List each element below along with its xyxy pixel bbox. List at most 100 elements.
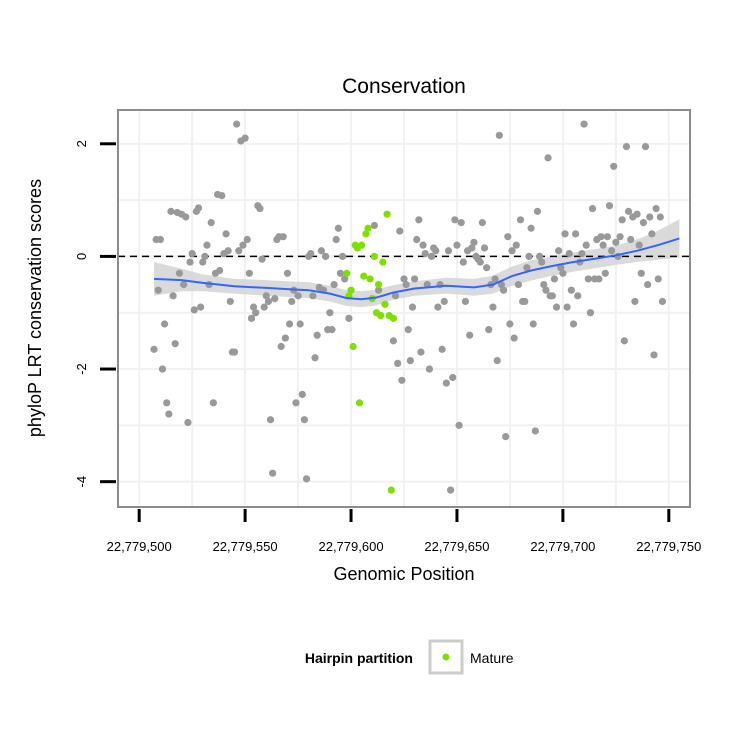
data-point — [544, 154, 552, 162]
data-point — [184, 418, 192, 427]
data-point — [226, 297, 234, 306]
data-point — [457, 219, 465, 227]
data-point — [493, 356, 501, 365]
data-point — [535, 252, 544, 261]
data-point — [269, 469, 277, 477]
x-tick-label: 22,779,650 — [424, 539, 489, 554]
data-point — [612, 238, 620, 246]
data-point — [415, 216, 423, 224]
data-point — [199, 258, 207, 266]
data-point — [425, 365, 434, 373]
data-point — [442, 379, 450, 387]
data-point — [197, 303, 205, 311]
data-point — [180, 280, 188, 289]
data-point — [150, 345, 158, 353]
data-point — [271, 295, 279, 303]
data-point-mature — [389, 314, 398, 322]
data-point — [582, 241, 590, 249]
data-point — [584, 275, 592, 283]
data-point — [345, 314, 353, 322]
data-point — [533, 207, 542, 215]
data-point — [413, 235, 421, 244]
data-point — [508, 247, 516, 255]
data-point — [468, 244, 476, 252]
data-point — [646, 213, 654, 221]
data-point — [292, 399, 300, 407]
data-point — [218, 191, 226, 200]
data-point — [620, 337, 628, 345]
data-point-mature — [358, 241, 366, 249]
data-point-mature — [381, 300, 389, 308]
data-point — [419, 241, 427, 249]
data-point — [332, 235, 340, 244]
grid-lines — [118, 110, 690, 507]
data-point — [497, 280, 506, 289]
data-point-mature — [343, 269, 351, 277]
data-point — [279, 233, 287, 241]
data-point — [288, 297, 296, 306]
data-point — [404, 326, 412, 334]
data-point-mature — [362, 230, 370, 238]
data-point — [523, 264, 531, 272]
data-point — [466, 331, 474, 339]
data-point — [266, 416, 275, 424]
x-tick-label: 22,779,700 — [530, 539, 595, 554]
data-point — [434, 303, 442, 311]
data-point — [241, 134, 249, 142]
points-other — [150, 120, 667, 494]
data-point — [559, 269, 567, 277]
data-point — [603, 233, 611, 241]
smooth-trend-line — [153, 237, 680, 301]
data-point — [605, 202, 614, 210]
data-point-mature — [370, 252, 378, 261]
data-point — [485, 326, 493, 334]
data-point — [300, 416, 309, 424]
data-point — [476, 258, 484, 266]
data-point — [154, 286, 162, 294]
confidence-band-area — [154, 219, 680, 308]
data-point — [622, 143, 631, 151]
data-point — [627, 235, 635, 244]
data-point — [421, 249, 429, 258]
data-point — [618, 216, 626, 224]
data-point — [286, 320, 294, 328]
data-point — [167, 207, 175, 215]
data-point — [563, 303, 571, 311]
data-point — [322, 252, 330, 261]
data-point — [252, 309, 260, 317]
data-point — [658, 297, 667, 306]
data-point — [249, 303, 258, 311]
data-point — [190, 306, 198, 314]
data-point — [400, 275, 408, 283]
data-point — [203, 241, 211, 249]
data-point — [235, 247, 243, 255]
data-point-mature — [360, 272, 368, 280]
data-point — [550, 275, 559, 283]
data-point — [529, 320, 537, 328]
data-point-mature — [364, 224, 372, 232]
data-point — [555, 247, 563, 255]
data-point — [599, 241, 607, 249]
data-point — [175, 269, 184, 277]
data-point — [516, 216, 525, 224]
data-point — [569, 320, 578, 328]
data-point-mature — [347, 286, 355, 294]
data-point — [624, 207, 633, 215]
data-point — [542, 286, 550, 294]
data-point — [444, 247, 453, 255]
data-point — [370, 221, 378, 230]
data-point — [260, 303, 268, 311]
data-point-mature — [379, 258, 387, 266]
data-point — [491, 275, 499, 283]
data-point — [548, 292, 556, 300]
legend-title: Hairpin partition — [305, 650, 413, 666]
y-axis-title: phyloP LRT conservation scores — [25, 179, 45, 437]
data-point — [637, 269, 645, 277]
data-point — [233, 120, 241, 128]
data-point — [161, 320, 169, 328]
data-point — [338, 252, 347, 261]
data-point — [654, 275, 662, 283]
data-point — [512, 241, 520, 249]
plot-panel-border — [117, 109, 691, 508]
